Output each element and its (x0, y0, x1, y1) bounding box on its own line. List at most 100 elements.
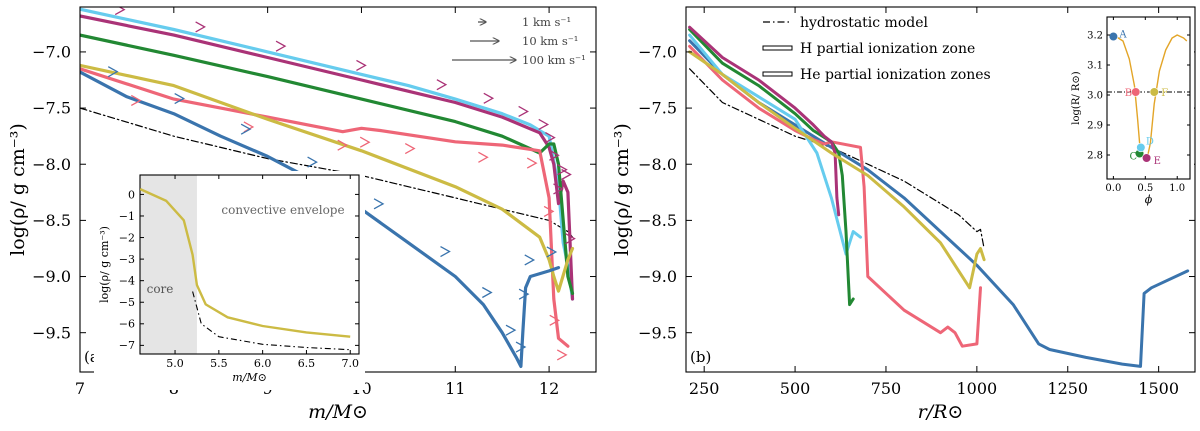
text-layer: 789101112−7.0−7.5−8.0−8.5−9.0−9.5(a)m/M⊙… (7, 6, 1196, 423)
inset-a-ytick-label: −2 (119, 231, 135, 244)
inset-b-backdrop (1067, 13, 1194, 209)
inset-b-xtick-label: 1.0 (1169, 183, 1185, 194)
panel-b-ytick-label: −8.5 (638, 211, 677, 230)
panel-b-series-hydro (688, 68, 985, 250)
inset-a-ylabel: log(ρ/ g cm⁻³) (98, 226, 111, 303)
velocity-arrow-B (478, 151, 489, 163)
velocity-arrow-A (482, 286, 493, 299)
inset-a-ytick-label: −7 (119, 339, 135, 352)
panel-b-xtick-label: 1250 (1047, 379, 1088, 398)
inset-b-point-label-E: E (1154, 156, 1161, 167)
panel-b-xtick-label: 1000 (956, 379, 997, 398)
panel-b-ytick-label: −7.5 (638, 99, 677, 118)
panel-a-ytick-label: −8.5 (32, 211, 71, 230)
velocity-arrow-A (505, 324, 517, 336)
velocity-arrow-B (549, 314, 561, 326)
panel-a-ytick-label: −9.0 (32, 267, 71, 286)
inset-a-core-label: core (147, 282, 174, 296)
velocity-arrow-E (553, 183, 564, 195)
inset-b-point-label-F: F (1161, 88, 1168, 99)
velocity-arrow-E (356, 59, 367, 71)
inset-a-ytick-label: −5 (119, 296, 135, 309)
velocity-legend-label: 100 km s⁻¹ (522, 53, 586, 67)
panel-a-series-B (80, 67, 570, 348)
velocity-legend-label: 1 km s⁻¹ (522, 15, 571, 29)
velocity-arrow-B (359, 136, 371, 148)
velocity-arrow-E (114, 7, 126, 16)
inset-b: A B CDE Fϕ log(R/ R⊙) (1071, 16, 1191, 206)
panel-b-ytick-label: −7.0 (638, 43, 677, 62)
velocity-arrow-E (436, 79, 448, 91)
inset-a-xtick-label: 5.0 (166, 357, 184, 370)
panel-b-xlabel: r/R⊙ (918, 401, 964, 423)
velocity-arrow-E (549, 149, 560, 161)
inset-b-point-B (1131, 87, 1141, 97)
panel-a-xtick-label: 11 (445, 379, 465, 398)
velocity-arrow-E (275, 40, 287, 52)
inset-b-point-label-C: C (1130, 152, 1138, 163)
panel-b-label: (b) (690, 348, 711, 366)
panel-b-ytick-label: −9.5 (638, 323, 677, 342)
panel-a-xtick-label: 12 (539, 379, 559, 398)
velocity-arrow-A (518, 288, 530, 300)
velocity-arrow-A (174, 92, 186, 105)
panel-b-xtick-label: 250 (689, 379, 720, 398)
velocity-arrow-E (565, 233, 576, 245)
velocity-arrow-A (107, 66, 119, 78)
velocity-arrow-A (515, 341, 527, 353)
inset-b-xlabel: ϕ (1145, 193, 1153, 206)
panel-a-xtick-label: 7 (75, 379, 85, 398)
inset-a-series-hydro (192, 291, 351, 351)
panel-a-series-E (80, 14, 575, 301)
velocity-arrow-A (440, 245, 451, 258)
inset-a: core convective envelope m/M⊙ log(ρ/ g cm⁻³… (98, 174, 360, 384)
inset-b-ylabel: log(R/ R⊙) (1071, 71, 1082, 125)
legend-hydro-label: hydrostatic model (800, 15, 929, 31)
legend-h-swatch (762, 45, 793, 51)
legend-he-label: He partial ionization zones (800, 67, 991, 83)
inset-a-ytick-label: −3 (119, 253, 135, 266)
inset-b-ytick-label: 2.8 (1087, 151, 1103, 162)
velocity-arrow-A (373, 198, 385, 210)
velocity-arrow-B (543, 205, 555, 217)
velocity-legend-label: 10 km s⁻¹ (522, 34, 578, 48)
inset-a-ytick-label: −4 (119, 275, 135, 288)
inset-b-ytick-label: 3.0 (1087, 91, 1103, 102)
velocity-arrow-E (518, 105, 529, 118)
legend-h-label: H partial ionization zone (800, 41, 975, 57)
velocity-arrow-E (538, 118, 550, 131)
velocity-arrow-A (307, 156, 318, 168)
inset-a-frame (139, 174, 360, 355)
inset-a-ytick-label: 0 (128, 188, 135, 201)
velocity-arrow-E (561, 168, 572, 181)
inset-a-series-F (140, 187, 351, 338)
legend-he-swatch (762, 71, 793, 77)
velocity-arrow-B (526, 157, 538, 169)
inset-b-point-label-D: D (1146, 137, 1154, 148)
inset-b-ytick-label: 2.9 (1087, 121, 1103, 132)
velocity-arrow-E (545, 132, 556, 144)
panel-a-ytick-label: −7.5 (32, 99, 71, 118)
inset-b-ytick-label: 3.2 (1087, 31, 1103, 42)
panel-a-series-F (80, 63, 575, 293)
panel-b-xtick-label: 1500 (1138, 379, 1179, 398)
velocity-arrow-B (556, 349, 568, 361)
velocity-arrow-B (130, 94, 142, 107)
panel-a-series-A (80, 70, 561, 368)
panel-b-series-A (688, 39, 1190, 368)
inset-b-xtick-label: 0.5 (1137, 183, 1153, 194)
panel-b-series-E (688, 25, 841, 217)
inset-b-point-F (1149, 87, 1159, 97)
inset-b-ytick-label: 3.1 (1087, 61, 1103, 72)
panel-b-series-F (688, 50, 986, 290)
panel-a-ytick-label: −9.5 (32, 323, 71, 342)
inset-b-frame (1106, 16, 1191, 180)
inset-b-point-label-B: B (1125, 88, 1132, 99)
panel-b-frame (685, 6, 1196, 373)
panel-b-ylabel: log(ρ/ g cm⁻³) (611, 123, 633, 256)
panel-a-ylabel: log(ρ/ g cm⁻³) (7, 123, 29, 256)
velocity-arrow-A (524, 254, 536, 266)
velocity-arrow-A (546, 246, 558, 258)
inset-b-point-label-A: A (1118, 30, 1127, 41)
